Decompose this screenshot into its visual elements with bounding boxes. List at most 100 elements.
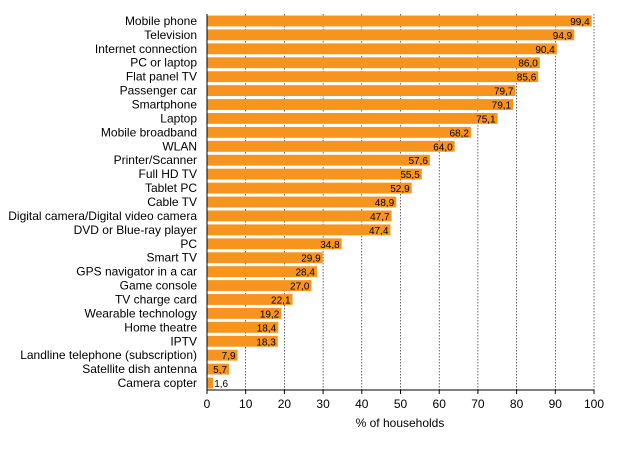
bar (207, 71, 539, 83)
category-label: PC (180, 237, 197, 251)
x-tick-label: 60 (433, 397, 447, 411)
value-label: 48,9 (375, 198, 395, 209)
bar (207, 168, 422, 180)
bar (207, 349, 238, 361)
category-label: Flat panel TV (126, 70, 197, 84)
category-label: Game console (120, 279, 198, 293)
category-label: Cable TV (147, 195, 197, 209)
value-label: 75,1 (476, 114, 496, 125)
value-label: 55,5 (400, 170, 420, 181)
category-label: Full HD TV (139, 167, 197, 181)
axes (206, 14, 595, 394)
value-label: 99,4 (570, 17, 590, 28)
bar (207, 377, 214, 389)
value-label: 64,0 (433, 142, 453, 153)
value-label: 79,1 (492, 101, 512, 112)
x-tick-label: 100 (584, 397, 604, 411)
x-tick-label: 70 (471, 397, 485, 411)
bar (207, 238, 342, 250)
value-label: 90,4 (535, 45, 555, 56)
x-tick-label: 80 (510, 397, 524, 411)
value-label: 5,7 (213, 365, 227, 376)
value-label: 85,6 (517, 73, 537, 84)
category-label: Landline telephone (subscription) (20, 348, 197, 362)
category-label: Tablet PC (145, 181, 197, 195)
bar (207, 335, 278, 347)
bar (207, 266, 317, 278)
bar (207, 29, 575, 41)
category-label: Smartphone (132, 98, 198, 112)
category-label: Satellite dish antenna (82, 362, 197, 376)
value-label: 86,0 (518, 59, 538, 70)
bars (207, 15, 592, 389)
bar (207, 43, 557, 55)
bar (207, 224, 391, 236)
category-label: TV charge card (115, 292, 197, 306)
bar (207, 210, 392, 222)
bar (207, 294, 293, 305)
category-label: Wearable technology (84, 306, 197, 320)
x-tick-label: 20 (278, 397, 292, 411)
category-label: Printer/Scanner (114, 153, 197, 167)
bar (207, 280, 312, 291)
value-label: 1,6 (214, 379, 228, 390)
value-label: 47,4 (369, 226, 389, 237)
category-label: Smart TV (147, 251, 197, 265)
bar (207, 140, 455, 152)
value-label: 22,1 (271, 295, 291, 306)
category-label: DVD or Blue-ray player (74, 223, 197, 237)
x-tick-label: 50 (394, 397, 408, 411)
value-label: 47,7 (370, 212, 390, 223)
x-tick-label: 30 (316, 397, 330, 411)
x-tick-label: 10 (239, 397, 253, 411)
category-label: Internet connection (95, 42, 197, 56)
bar (207, 321, 279, 333)
bar (207, 99, 514, 110)
category-label: Laptop (160, 111, 197, 125)
category-label: Home theatre (124, 320, 197, 334)
value-label: 52,9 (390, 184, 410, 195)
category-label: PC or laptop (130, 56, 197, 70)
bar (207, 126, 471, 138)
value-label: 79,7 (494, 87, 514, 98)
value-label: 27,0 (290, 282, 310, 293)
value-label: 57,6 (408, 156, 428, 167)
x-tick-labels: 0 10 20 30 40 50 60 70 80 90 100 (204, 397, 605, 411)
bar (207, 182, 412, 194)
category-label: WLAN (162, 139, 197, 153)
bar (207, 15, 592, 27)
category-label: Mobile broadband (101, 125, 197, 139)
x-axis-title: % of households (356, 416, 445, 430)
value-label: 29,9 (301, 254, 321, 265)
bar (207, 252, 323, 264)
value-label: 18,3 (256, 337, 276, 348)
value-label: 19,2 (260, 309, 280, 320)
value-label: 18,4 (257, 323, 277, 334)
category-label: GPS navigator in a car (76, 265, 197, 279)
x-tick-label: 0 (204, 397, 211, 411)
bar (207, 363, 230, 375)
bar (207, 196, 397, 208)
x-tick-label: 90 (549, 397, 563, 411)
value-labels: 99,4 94,9 90,4 86,0 85,679,7 79,1 75,1 68,2 64,0… (213, 17, 590, 390)
bar (207, 113, 498, 124)
category-label: Camera copter (118, 376, 197, 390)
value-label: 28,4 (295, 268, 315, 279)
category-label: Mobile phone (125, 14, 197, 28)
bar (207, 85, 516, 97)
category-label: Passenger car (120, 84, 197, 98)
bar (207, 154, 430, 166)
category-label: Television (144, 28, 197, 42)
value-label: 7,9 (222, 351, 236, 362)
category-label: IPTV (170, 334, 197, 348)
x-tick-label: 40 (355, 397, 369, 411)
value-label: 34,8 (320, 240, 340, 251)
bar (207, 307, 282, 319)
category-label: Digital camera/Digital video camera (8, 209, 197, 223)
value-label: 68,2 (449, 128, 469, 139)
value-label: 94,9 (553, 31, 573, 42)
bar (207, 57, 540, 69)
